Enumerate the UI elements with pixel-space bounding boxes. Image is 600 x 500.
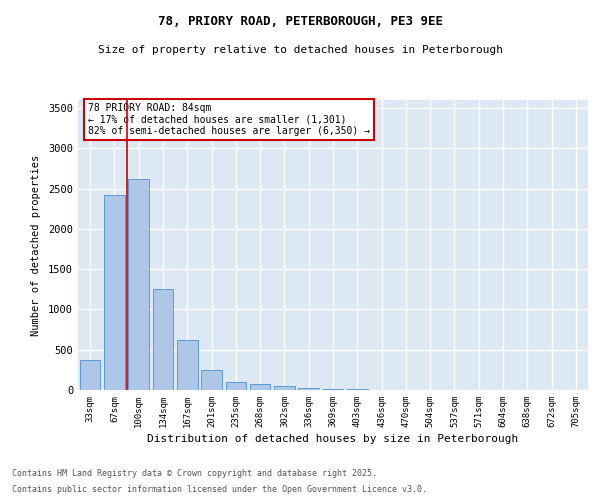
Bar	[250, 384, 271, 390]
Bar	[128, 179, 149, 390]
Text: 78 PRIORY ROAD: 84sqm
← 17% of detached houses are smaller (1,301)
82% of semi-d: 78 PRIORY ROAD: 84sqm ← 17% of detached …	[88, 103, 370, 136]
Text: Size of property relative to detached houses in Peterborough: Size of property relative to detached ho…	[97, 45, 503, 55]
Bar	[226, 382, 246, 390]
Text: Contains public sector information licensed under the Open Government Licence v3: Contains public sector information licen…	[12, 485, 427, 494]
Text: 78, PRIORY ROAD, PETERBOROUGH, PE3 9EE: 78, PRIORY ROAD, PETERBOROUGH, PE3 9EE	[157, 15, 443, 28]
Bar	[177, 340, 197, 390]
Text: Contains HM Land Registry data © Crown copyright and database right 2025.: Contains HM Land Registry data © Crown c…	[12, 468, 377, 477]
Bar	[104, 195, 125, 390]
Bar	[298, 388, 319, 390]
Bar	[323, 389, 343, 390]
Bar	[201, 370, 222, 390]
Bar	[274, 386, 295, 390]
X-axis label: Distribution of detached houses by size in Peterborough: Distribution of detached houses by size …	[148, 434, 518, 444]
Bar	[152, 290, 173, 390]
Bar	[80, 360, 100, 390]
Y-axis label: Number of detached properties: Number of detached properties	[31, 154, 41, 336]
